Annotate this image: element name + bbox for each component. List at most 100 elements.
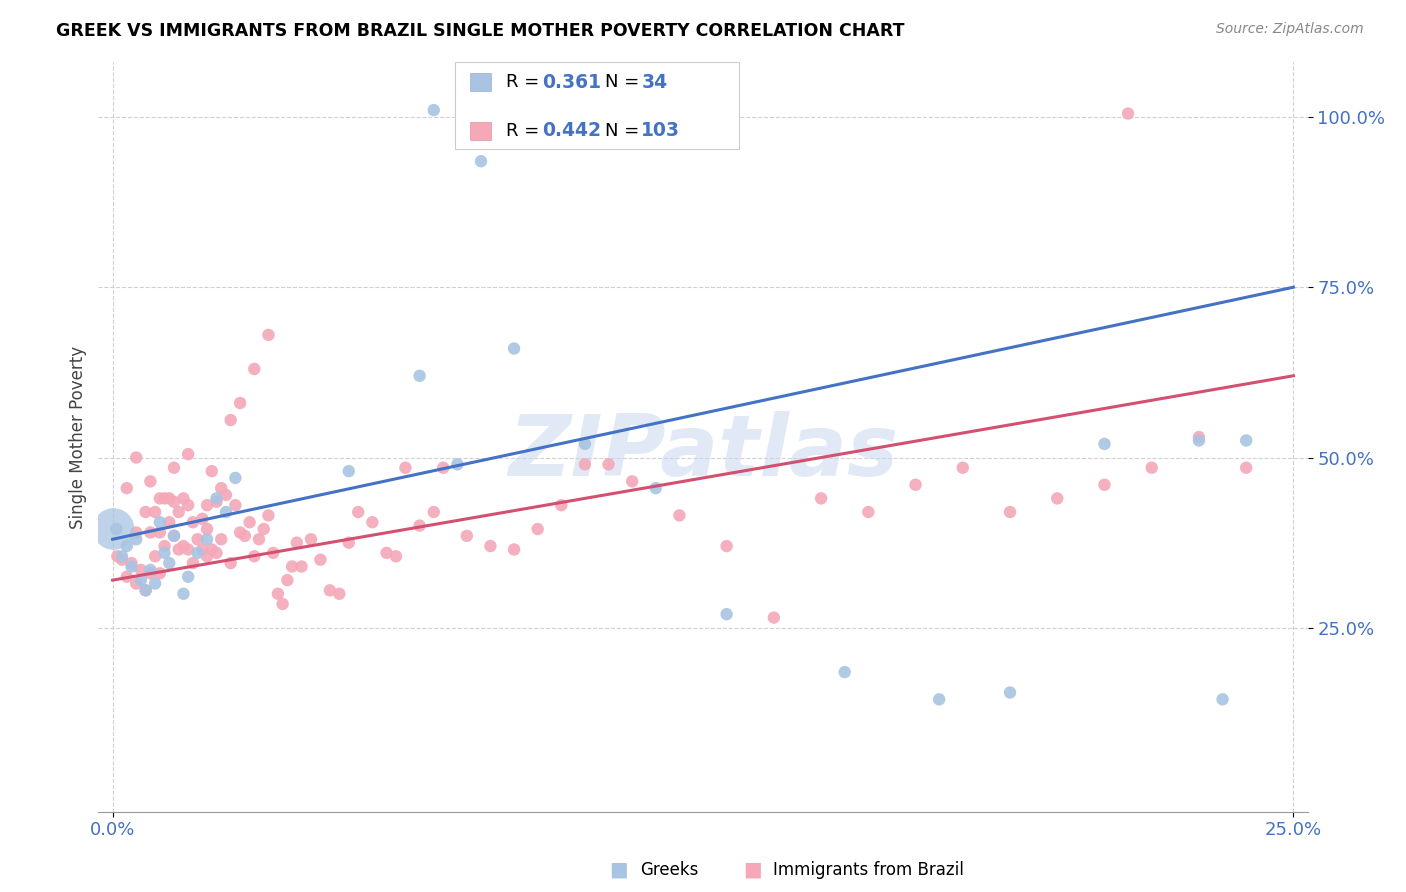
- Point: [125, 576, 148, 591]
- Point: [177, 498, 200, 512]
- Y-axis label: Single Mother Poverty: Single Mother Poverty: [69, 345, 87, 529]
- Point: [276, 573, 298, 587]
- Text: Source: ZipAtlas.com: Source: ZipAtlas.com: [1216, 22, 1364, 37]
- Point: [347, 505, 370, 519]
- Point: [998, 505, 1021, 519]
- Point: [209, 481, 232, 495]
- Point: [299, 533, 322, 547]
- Point: [385, 549, 408, 564]
- Point: [143, 505, 166, 519]
- Point: [550, 498, 572, 512]
- Point: [135, 583, 157, 598]
- Point: [115, 570, 138, 584]
- Point: [271, 597, 294, 611]
- Point: [215, 505, 238, 519]
- Point: [503, 542, 526, 557]
- Point: [952, 460, 974, 475]
- Point: [904, 477, 927, 491]
- Point: [115, 481, 138, 495]
- Point: [998, 685, 1021, 699]
- Point: [172, 491, 194, 506]
- Point: [262, 546, 284, 560]
- Point: [111, 549, 134, 564]
- Point: [181, 515, 204, 529]
- Point: [143, 576, 166, 591]
- Text: 103: 103: [641, 121, 681, 140]
- Point: [167, 542, 190, 557]
- Point: [762, 610, 785, 624]
- Point: [446, 458, 468, 472]
- Point: [456, 529, 478, 543]
- Point: [172, 539, 194, 553]
- Point: [163, 529, 186, 543]
- Point: [195, 533, 218, 547]
- Point: [1234, 460, 1257, 475]
- Point: [810, 491, 832, 506]
- Point: [129, 573, 152, 587]
- Point: [163, 495, 186, 509]
- Point: [115, 539, 138, 553]
- Point: [153, 546, 176, 560]
- Point: [229, 525, 252, 540]
- Point: [224, 471, 246, 485]
- Point: [257, 327, 280, 342]
- Point: [716, 539, 738, 553]
- Point: [181, 556, 204, 570]
- Point: [1116, 106, 1139, 120]
- Point: [281, 559, 304, 574]
- Point: [195, 522, 218, 536]
- Point: [163, 529, 186, 543]
- Point: [105, 549, 128, 564]
- Point: [375, 546, 398, 560]
- Point: [139, 475, 162, 489]
- Point: [143, 549, 166, 564]
- Point: [328, 587, 350, 601]
- Point: [191, 512, 214, 526]
- Point: [1234, 434, 1257, 448]
- Point: [408, 518, 430, 533]
- Point: [111, 552, 134, 566]
- Point: [105, 522, 128, 536]
- Point: [157, 491, 180, 506]
- Point: [526, 522, 548, 536]
- Point: [172, 587, 194, 601]
- Point: [257, 508, 280, 523]
- Point: [224, 498, 246, 512]
- Point: [1046, 491, 1069, 506]
- Point: [423, 505, 446, 519]
- Point: [205, 495, 228, 509]
- Point: [716, 607, 738, 622]
- Point: [432, 460, 454, 475]
- Point: [149, 525, 172, 540]
- Point: [157, 556, 180, 570]
- Point: [205, 546, 228, 560]
- Point: [309, 552, 332, 566]
- Point: [644, 481, 666, 495]
- Point: [285, 535, 308, 549]
- Point: [668, 508, 690, 523]
- Point: [337, 535, 360, 549]
- Point: [858, 505, 880, 519]
- Point: [229, 396, 252, 410]
- Point: [201, 464, 224, 478]
- Point: [1094, 477, 1116, 491]
- FancyBboxPatch shape: [456, 62, 740, 149]
- Point: [1212, 692, 1234, 706]
- Point: [574, 458, 596, 472]
- Text: Greeks: Greeks: [640, 861, 699, 879]
- Point: [163, 460, 186, 475]
- Point: [187, 533, 209, 547]
- Point: [139, 563, 162, 577]
- Point: [125, 533, 148, 547]
- Text: R =: R =: [506, 73, 546, 91]
- Point: [219, 556, 242, 570]
- Point: [205, 491, 228, 506]
- Point: [121, 556, 143, 570]
- Point: [1188, 430, 1211, 444]
- Point: [319, 583, 342, 598]
- Point: [1094, 437, 1116, 451]
- Point: [267, 587, 290, 601]
- FancyBboxPatch shape: [470, 122, 492, 140]
- Point: [139, 566, 162, 581]
- Point: [135, 505, 157, 519]
